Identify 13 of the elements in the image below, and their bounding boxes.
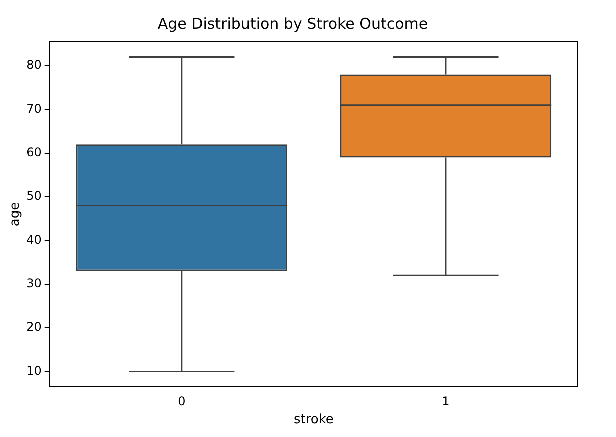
y-tick-label: 40 xyxy=(26,232,42,247)
y-tick-label: 30 xyxy=(26,276,42,290)
x-axis-title: stroke xyxy=(294,412,334,428)
x-tick-label: 1 xyxy=(442,394,450,408)
y-tick-label: 50 xyxy=(26,189,42,204)
y-tick-label: 80 xyxy=(26,58,42,72)
y-axis-title: age xyxy=(8,202,24,227)
chart-title: Age Distribution by Stroke Outcome xyxy=(158,14,428,33)
x-tick-label: 0 xyxy=(178,394,186,408)
y-tick-label: 10 xyxy=(26,364,42,378)
y-tick-label: 20 xyxy=(26,320,42,334)
y-tick-label: 60 xyxy=(26,145,42,160)
y-tick-label: 70 xyxy=(26,102,42,116)
